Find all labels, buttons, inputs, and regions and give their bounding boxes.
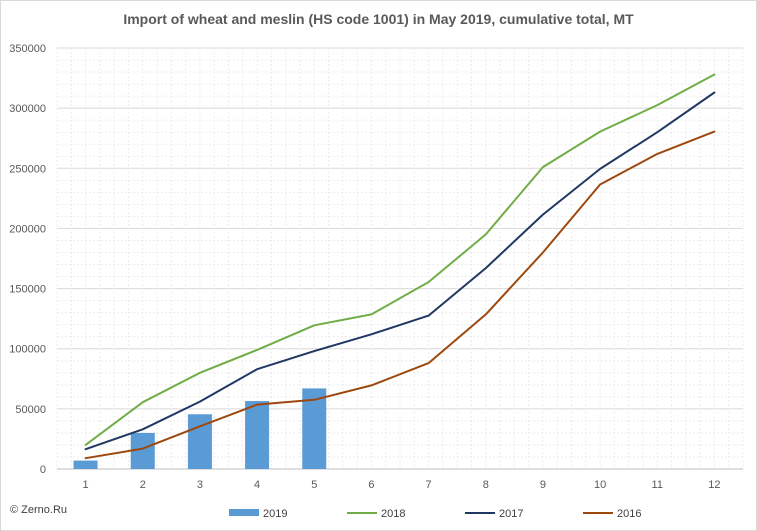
- x-tick-label: 12: [708, 479, 720, 491]
- legend-label-2018: 2018: [381, 508, 405, 520]
- legend-label-2017: 2017: [499, 508, 523, 520]
- y-tick-label: 300000: [9, 103, 46, 115]
- y-tick-label: 150000: [9, 284, 46, 296]
- x-tick-label: 6: [368, 479, 374, 491]
- copyright-text: © Zerno.Ru: [10, 504, 68, 516]
- x-tick-label: 4: [254, 479, 260, 491]
- y-tick-label: 200000: [9, 223, 46, 235]
- x-tick-label: 1: [83, 479, 89, 491]
- x-tick-label: 8: [483, 479, 489, 491]
- chart-title: Import of wheat and meslin (HS code 1001…: [123, 11, 634, 27]
- x-tick-label: 5: [311, 479, 317, 491]
- x-tick-label: 3: [197, 479, 203, 491]
- bar-2019: [73, 460, 98, 469]
- bar-2019: [302, 388, 327, 469]
- y-tick-label: 50000: [15, 404, 46, 416]
- y-tick-label: 100000: [9, 344, 46, 356]
- x-tick-label: 2: [140, 479, 146, 491]
- line-2017: [84, 91, 716, 451]
- y-tick-label: 0: [40, 464, 46, 476]
- y-tick-label: 350000: [9, 43, 46, 55]
- legend-label-2019: 2019: [263, 508, 287, 520]
- bar-2019: [245, 401, 270, 469]
- line-2016: [84, 130, 716, 460]
- legend-swatch-2019: [229, 509, 259, 516]
- x-tick-label: 10: [594, 479, 606, 491]
- line-2018: [84, 73, 716, 446]
- x-tick-label: 9: [540, 479, 546, 491]
- y-tick-label: 250000: [9, 163, 46, 175]
- legend-label-2016: 2016: [617, 508, 641, 520]
- x-tick-label: 11: [652, 479, 663, 491]
- x-tick-label: 7: [426, 479, 432, 491]
